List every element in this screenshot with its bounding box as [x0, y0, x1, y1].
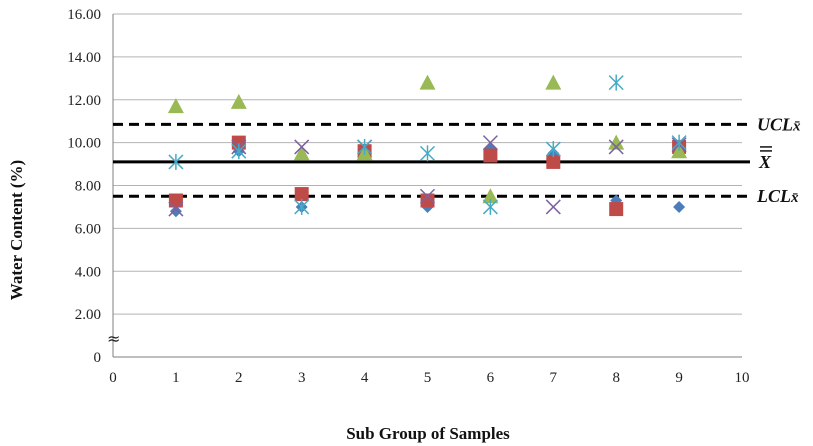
x-tick-label: 9	[675, 370, 683, 386]
triangle-point	[671, 143, 688, 159]
triangle-point	[293, 145, 310, 161]
triangle-point	[545, 74, 562, 90]
x-point	[545, 199, 561, 215]
y-tick-labels: 0 2.00 4.00 6.00 8.00 10.00 12.00 14.00 16.00	[67, 7, 101, 366]
reference-line-label: LCLx̄	[756, 186, 799, 206]
square-point	[231, 135, 246, 150]
reference-line-subscript: x̄	[790, 190, 799, 206]
square-point	[168, 193, 183, 208]
reference-line-labels: UCLx̄ X LCLx̄	[756, 114, 801, 206]
asterisk-point	[231, 143, 247, 160]
y-tick-label: 10.00	[67, 136, 101, 152]
x-tick-label: 4	[361, 370, 369, 386]
triangle-point	[419, 74, 436, 90]
reference-lines	[113, 122, 750, 198]
diamond-point	[169, 205, 182, 218]
asterisk-point	[482, 198, 498, 215]
x-tick-label: 7	[550, 370, 558, 386]
y-tick-label: 4.00	[75, 264, 101, 280]
asterisk-point	[419, 145, 436, 162]
triangle-point	[608, 134, 625, 150]
y-tick-label: 12.00	[67, 93, 101, 109]
x-tick-label: 2	[235, 370, 243, 386]
x-tick-label: 6	[487, 370, 495, 386]
asterisk-point	[545, 141, 561, 158]
x-point	[419, 188, 436, 204]
x-tick-label: 3	[298, 370, 306, 386]
x-tick-label: 5	[424, 370, 432, 386]
x-tick-label: 0	[109, 370, 117, 386]
triangle-point	[167, 98, 184, 114]
y-tick-label: 16.00	[67, 7, 101, 23]
gridlines	[113, 13, 742, 315]
y-tick-label: 0	[94, 350, 102, 366]
square-point	[420, 193, 435, 208]
reference-line-label: X	[758, 152, 772, 172]
square-point	[609, 202, 624, 217]
square-point	[294, 187, 309, 202]
axis-break-symbol: ≈	[107, 329, 120, 348]
reference-line-label: UCLx̄	[757, 114, 801, 134]
axes	[112, 14, 742, 358]
x-tick-label: 10	[735, 370, 750, 386]
data-points	[167, 74, 688, 218]
x-axis-title: Sub Group of Samples	[346, 424, 510, 443]
x-tick-label: 8	[612, 370, 620, 386]
asterisk-point	[357, 138, 373, 155]
x-tick-label: 1	[172, 370, 180, 386]
x-point	[482, 135, 498, 151]
y-tick-label: 6.00	[75, 221, 101, 237]
asterisk-point	[671, 134, 687, 151]
asterisk-point	[294, 198, 310, 215]
y-tick-label: 8.00	[75, 179, 101, 195]
diamond-point	[673, 200, 686, 213]
y-tick-label: 2.00	[75, 307, 101, 323]
x-tick-labels: 0 1 2 3 4 5 6 7 8 9 10	[109, 370, 749, 386]
x-point	[294, 139, 310, 155]
triangle-point	[230, 93, 247, 109]
asterisk-point	[168, 153, 184, 170]
x-point	[608, 139, 624, 155]
x-point	[168, 201, 184, 217]
reference-line-subscript: x̄	[792, 118, 801, 134]
asterisk-point	[608, 74, 624, 91]
square-point	[483, 148, 498, 163]
triangle-point	[482, 188, 499, 204]
y-axis-title: Water Content (%)	[7, 160, 26, 300]
y-tick-label: 14.00	[67, 50, 101, 66]
square-point	[546, 154, 561, 169]
